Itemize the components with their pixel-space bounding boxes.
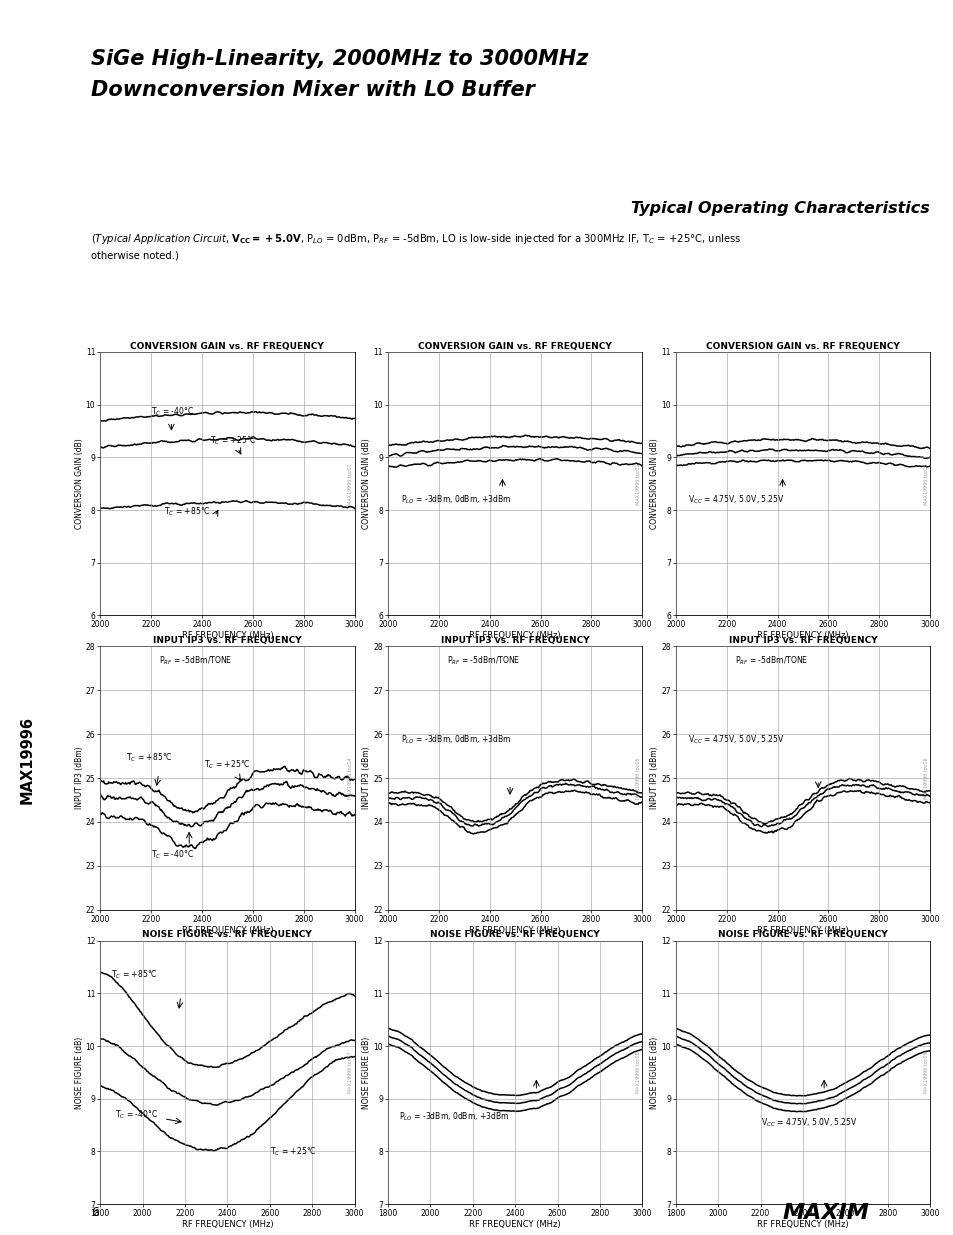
Text: T$_C$ = +25°C: T$_C$ = +25°C [210, 435, 256, 447]
X-axis label: RF FREQUENCY (MHz): RF FREQUENCY (MHz) [757, 926, 848, 935]
Text: V$_{CC}$ = 4.75V, 5.0V, 5.25V: V$_{CC}$ = 4.75V, 5.0V, 5.25V [688, 734, 784, 746]
Title: INPUT IP3 vs. RF FREQUENCY: INPUT IP3 vs. RF FREQUENCY [728, 636, 877, 645]
X-axis label: RF FREQUENCY (MHz): RF FREQUENCY (MHz) [181, 1220, 273, 1229]
Text: T$_C$ = +85°C: T$_C$ = +85°C [111, 968, 157, 981]
Text: T$_C$ = +85°C: T$_C$ = +85°C [164, 505, 211, 517]
Text: otherwise noted.): otherwise noted.) [91, 251, 178, 261]
Y-axis label: INPUT IP3 (dBm): INPUT IP3 (dBm) [74, 747, 84, 809]
Text: MAXIM: MAXIM [781, 1203, 868, 1223]
Title: CONVERSION GAIN vs. RF FREQUENCY: CONVERSION GAIN vs. RF FREQUENCY [417, 342, 612, 351]
Text: T$_C$ = +25°C: T$_C$ = +25°C [204, 758, 251, 771]
Text: P$_{RF}$ = -5dBm/TONE: P$_{RF}$ = -5dBm/TONE [734, 655, 807, 667]
Text: P$_{RF}$ = -5dBm/TONE: P$_{RF}$ = -5dBm/TONE [159, 655, 233, 667]
Text: P$_{LO}$ = -3dBm, 0dBm, +3dBm: P$_{LO}$ = -3dBm, 0dBm, +3dBm [398, 1110, 509, 1124]
Y-axis label: CONVERSION GAIN (dB): CONVERSION GAIN (dB) [650, 438, 659, 529]
Text: MAX19996 toc07: MAX19996 toc07 [348, 1051, 353, 1093]
Y-axis label: NOISE FIGURE (dB): NOISE FIGURE (dB) [74, 1036, 84, 1109]
X-axis label: RF FREQUENCY (MHz): RF FREQUENCY (MHz) [469, 631, 560, 641]
X-axis label: RF FREQUENCY (MHz): RF FREQUENCY (MHz) [469, 926, 560, 935]
Text: P$_{LO}$ = -3dBm, 0dBm, +3dBm: P$_{LO}$ = -3dBm, 0dBm, +3dBm [400, 734, 511, 746]
Text: 6: 6 [91, 1205, 98, 1219]
Text: T$_C$ = -40°C: T$_C$ = -40°C [115, 1108, 158, 1120]
Title: NOISE FIGURE vs. RF FREQUENCY: NOISE FIGURE vs. RF FREQUENCY [430, 930, 599, 939]
X-axis label: RF FREQUENCY (MHz): RF FREQUENCY (MHz) [757, 1220, 848, 1229]
Text: MAX19996 toc09: MAX19996 toc09 [923, 1052, 928, 1093]
Text: MAX19996 toc04: MAX19996 toc04 [348, 757, 353, 799]
Text: MAX19996 toc05: MAX19996 toc05 [636, 757, 640, 799]
Text: P$_{RF}$ = -5dBm/TONE: P$_{RF}$ = -5dBm/TONE [447, 655, 519, 667]
Text: MAX19996: MAX19996 [19, 715, 34, 804]
Text: V$_{CC}$ = 4.75V, 5.0V, 5.25V: V$_{CC}$ = 4.75V, 5.0V, 5.25V [760, 1116, 856, 1129]
Text: T$_C$ = -40°C: T$_C$ = -40°C [151, 848, 194, 861]
Title: CONVERSION GAIN vs. RF FREQUENCY: CONVERSION GAIN vs. RF FREQUENCY [705, 342, 899, 351]
Text: SiGe High-Linearity, 2000MHz to 3000MHz: SiGe High-Linearity, 2000MHz to 3000MHz [91, 49, 587, 69]
Y-axis label: NOISE FIGURE (dB): NOISE FIGURE (dB) [362, 1036, 371, 1109]
Text: Downconversion Mixer with LO Buffer: Downconversion Mixer with LO Buffer [91, 80, 534, 100]
X-axis label: RF FREQUENCY (MHz): RF FREQUENCY (MHz) [181, 631, 273, 641]
Title: INPUT IP3 vs. RF FREQUENCY: INPUT IP3 vs. RF FREQUENCY [152, 636, 301, 645]
Y-axis label: CONVERSION GAIN (dB): CONVERSION GAIN (dB) [74, 438, 84, 529]
Text: MAX19996 toc03: MAX19996 toc03 [923, 463, 928, 505]
Text: MAX19996 toc08: MAX19996 toc08 [636, 1051, 640, 1093]
X-axis label: RF FREQUENCY (MHz): RF FREQUENCY (MHz) [757, 631, 848, 641]
Y-axis label: INPUT IP3 (dBm): INPUT IP3 (dBm) [650, 747, 659, 809]
Text: MAX19996 toc06: MAX19996 toc06 [923, 757, 928, 799]
Text: P$_{LO}$ = -3dBm, 0dBm, +3dBm: P$_{LO}$ = -3dBm, 0dBm, +3dBm [400, 493, 511, 505]
Text: MAX19996 toc01: MAX19996 toc01 [348, 463, 353, 505]
Y-axis label: INPUT IP3 (dBm): INPUT IP3 (dBm) [362, 747, 371, 809]
Text: T$_C$ = -40°C: T$_C$ = -40°C [151, 405, 194, 417]
X-axis label: RF FREQUENCY (MHz): RF FREQUENCY (MHz) [469, 1220, 560, 1229]
Title: NOISE FIGURE vs. RF FREQUENCY: NOISE FIGURE vs. RF FREQUENCY [718, 930, 887, 939]
Text: ($\it{Typical\ Application\ Circuit}$, $\mathbf{V_{CC} = +5.0V}$, P$_{LO}$ = 0dB: ($\it{Typical\ Application\ Circuit}$, $… [91, 232, 740, 246]
Text: V$_{CC}$ = 4.75V, 5.0V, 5.25V: V$_{CC}$ = 4.75V, 5.0V, 5.25V [688, 493, 784, 505]
X-axis label: RF FREQUENCY (MHz): RF FREQUENCY (MHz) [181, 926, 273, 935]
Text: MAX19996 toc02: MAX19996 toc02 [636, 463, 640, 505]
Text: T$_C$ = +85°C: T$_C$ = +85°C [126, 751, 172, 764]
Text: T$_C$ = +25°C: T$_C$ = +25°C [270, 1145, 316, 1157]
Title: INPUT IP3 vs. RF FREQUENCY: INPUT IP3 vs. RF FREQUENCY [440, 636, 589, 645]
Y-axis label: NOISE FIGURE (dB): NOISE FIGURE (dB) [650, 1036, 659, 1109]
Title: CONVERSION GAIN vs. RF FREQUENCY: CONVERSION GAIN vs. RF FREQUENCY [131, 342, 324, 351]
Text: Typical Operating Characteristics: Typical Operating Characteristics [631, 201, 929, 216]
Title: NOISE FIGURE vs. RF FREQUENCY: NOISE FIGURE vs. RF FREQUENCY [142, 930, 312, 939]
Y-axis label: CONVERSION GAIN (dB): CONVERSION GAIN (dB) [362, 438, 371, 529]
